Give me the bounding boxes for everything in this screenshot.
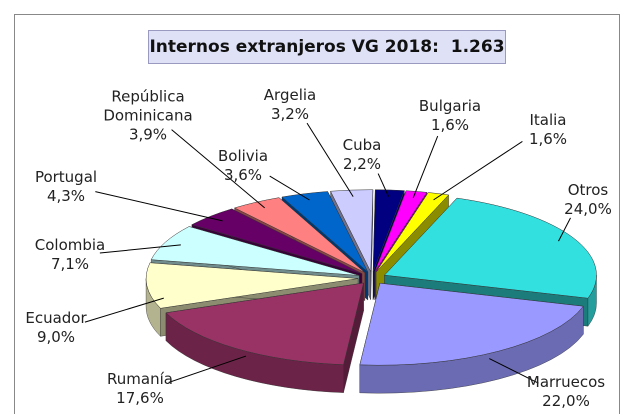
leader-line <box>433 141 523 201</box>
leader-line <box>306 122 354 197</box>
category-label: Bulgaria <box>418 97 482 115</box>
leader-line <box>84 297 164 323</box>
data-label: Otros 24,0% <box>564 181 612 219</box>
value-label: 22,0% <box>542 392 590 410</box>
slice-top <box>191 208 363 274</box>
category-label: Colombia <box>34 236 106 254</box>
leader-line <box>171 129 266 209</box>
value-label: 1,6% <box>430 116 470 134</box>
chart-frame <box>14 14 620 414</box>
slice <box>165 282 364 393</box>
data-label: Cuba 2,2% <box>343 136 382 174</box>
category-label: Argelia <box>263 86 317 104</box>
category-label: Marruecos <box>526 373 606 391</box>
data-label: Italia 1,6% <box>529 111 567 149</box>
slice-top <box>383 197 597 299</box>
data-label: Bulgaria 1,6% <box>419 97 481 135</box>
leader-line <box>489 358 539 384</box>
data-label: Portugal 4,3% <box>35 168 97 206</box>
leader-line <box>99 244 181 254</box>
category-label: Ecuador <box>25 309 87 327</box>
slice-top <box>374 190 428 272</box>
category-label: Rumanía <box>107 370 173 388</box>
data-label: Colombia 7,1% <box>35 236 106 274</box>
value-label: 17,6% <box>116 389 164 407</box>
value-label: 7,1% <box>50 255 90 273</box>
category-label: República Dominicana <box>103 87 193 125</box>
slice-top <box>330 189 374 272</box>
leader-line <box>558 217 571 242</box>
leader-line <box>377 173 389 197</box>
data-label: Ecuador 9,0% <box>25 309 86 347</box>
value-label: 4,3% <box>46 187 86 205</box>
category-label: Bolivia <box>217 147 269 165</box>
slice-top <box>375 192 450 273</box>
leader-line <box>95 191 223 222</box>
value-label: 9,0% <box>36 328 76 346</box>
category-label: Otros <box>567 181 609 199</box>
leader-line <box>269 175 310 201</box>
value-label: 3,2% <box>270 105 310 123</box>
category-label: Cuba <box>342 136 382 154</box>
value-label: 3,6% <box>223 166 263 184</box>
leader-line <box>412 135 439 199</box>
value-label: 2,2% <box>342 155 382 173</box>
value-label: 1,6% <box>528 130 568 148</box>
slice-top <box>359 282 584 366</box>
category-label: Portugal <box>34 168 98 186</box>
slice-top <box>233 197 365 273</box>
slice-top <box>281 191 369 273</box>
category-label: Italia <box>529 111 567 129</box>
value-label: 3,9% <box>128 125 168 144</box>
slice-top <box>165 282 364 365</box>
slice-top <box>145 262 359 309</box>
data-label: Marruecos 22,0% <box>527 373 605 411</box>
value-label: 24,0% <box>564 200 612 218</box>
slice-top <box>150 226 360 276</box>
data-label: Argelia 3,2% <box>264 86 316 124</box>
chart-title: Internos extranjeros VG 2018: 1.263 <box>148 30 506 64</box>
slice <box>359 282 584 394</box>
data-label: Bolivia 3,6% <box>218 147 268 185</box>
leader-line <box>168 355 247 383</box>
slice-top <box>372 189 405 272</box>
data-label: Rumanía 17,6% <box>107 370 173 408</box>
data-label: República Dominicana 3,9% <box>96 88 201 145</box>
